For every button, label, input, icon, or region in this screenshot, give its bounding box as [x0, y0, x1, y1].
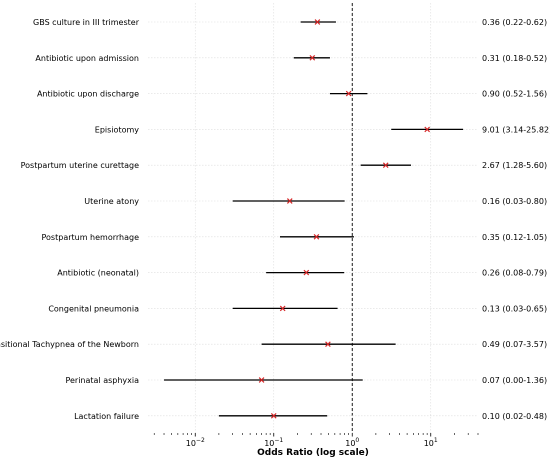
row-label: Tansitional Tachypnea of the Newborn: [0, 340, 139, 349]
row-label: Uterine atony: [84, 197, 139, 206]
row-value: 0.13 (0.03-0.65): [482, 304, 547, 313]
forest-row: Antibiotic (neonatal) 0.26 (0.08-0.79): [57, 269, 547, 278]
odds-ratio-point: [314, 19, 321, 25]
forest-row: GBS culture in III trimester 0.36 (0.22-0…: [33, 18, 547, 27]
odds-ratio-point: [345, 90, 352, 97]
odds-ratio-point: [286, 198, 293, 204]
row-label: Congenital pneumonia: [48, 304, 139, 313]
row-value: 0.16 (0.03-0.80): [482, 197, 547, 206]
row-value: 0.26 (0.08-0.79): [482, 269, 547, 278]
row-label: Antibiotic upon discharge: [37, 90, 139, 99]
odds-ratio-point: [258, 377, 265, 383]
forest-row: Congenital pneumonia 0.13 (0.03-0.65): [48, 304, 547, 313]
row-value: 0.90 (0.52-1.56): [482, 90, 547, 99]
x-axis-label: Odds Ratio (log scale): [257, 448, 369, 458]
forest-row: Tansitional Tachypnea of the Newborn 0.49…: [0, 340, 547, 349]
x-tick-label: 10−2: [186, 437, 205, 448]
x-tick-exponent: 1: [434, 437, 438, 444]
row-label: Postpartum hemorrhage: [42, 233, 140, 242]
forest-rows: GBS culture in III trimester 0.36 (0.22-0…: [0, 18, 550, 421]
row-label: Episiotomy: [95, 125, 139, 134]
x-tick-exponent: −1: [274, 437, 283, 444]
odds-ratio-point: [424, 126, 431, 133]
odds-ratio-point: [270, 412, 277, 419]
forest-row: Episiotomy 9.01 (3.14-25.82): [95, 125, 550, 134]
forest-row: Lactation failure 0.10 (0.02-0.48): [74, 412, 547, 421]
x-tick-base: 10: [345, 439, 355, 448]
row-label: Lactation failure: [74, 412, 139, 421]
forest-row: Uterine atony 0.16 (0.03-0.80): [84, 197, 547, 206]
row-label: Perinatal asphyxia: [65, 376, 139, 385]
row-value: 0.10 (0.02-0.48): [482, 412, 547, 421]
forest-row: Antibiotic upon admission 0.31 (0.18-0.52…: [35, 54, 547, 63]
odds-ratio-point: [382, 162, 389, 169]
grid-lines: [194, 3, 432, 433]
odds-ratio-point: [325, 341, 331, 348]
row-value: 0.49 (0.07-3.57): [482, 340, 547, 349]
x-tick-label: 101: [424, 437, 438, 448]
odds-ratio-point: [309, 54, 316, 61]
row-value: 2.67 (1.28-5.60): [482, 161, 547, 170]
x-axis: 10−2 10−1 100 101: [153, 433, 479, 448]
forest-row: Postpartum hemorrhage 0.35 (0.12-1.05): [42, 233, 548, 242]
row-label: Postpartum uterine curettage: [21, 161, 139, 170]
forest-row: Antibiotic upon discharge 0.90 (0.52-1.56…: [37, 90, 547, 99]
x-tick-base: 10: [264, 439, 274, 448]
row-value: 0.07 (0.00-1.36): [482, 376, 547, 385]
row-value: 0.31 (0.18-0.52): [482, 54, 547, 63]
x-tick-base: 10: [186, 439, 196, 448]
forest-row: Perinatal asphyxia 0.07 (0.00-1.36): [65, 376, 547, 385]
row-value: 0.35 (0.12-1.05): [482, 233, 547, 242]
row-value: 9.01 (3.14-25.82): [482, 125, 550, 134]
x-tick-base: 10: [424, 439, 434, 448]
row-label: GBS culture in III trimester: [33, 18, 140, 27]
x-tick-exponent: 0: [355, 437, 359, 444]
odds-ratio-point: [303, 269, 310, 276]
row-value: 0.36 (0.22-0.62): [482, 18, 547, 27]
forest-row: Postpartum uterine curettage 2.67 (1.28-5…: [21, 161, 548, 170]
odds-ratio-point: [279, 305, 286, 312]
row-label: Antibiotic upon admission: [35, 54, 139, 63]
x-tick-label: 10−1: [264, 437, 283, 448]
row-label: Antibiotic (neonatal): [57, 269, 139, 278]
x-tick-exponent: −2: [196, 437, 205, 444]
x-tick-label: 100: [345, 437, 359, 448]
odds-ratio-point: [313, 233, 320, 240]
